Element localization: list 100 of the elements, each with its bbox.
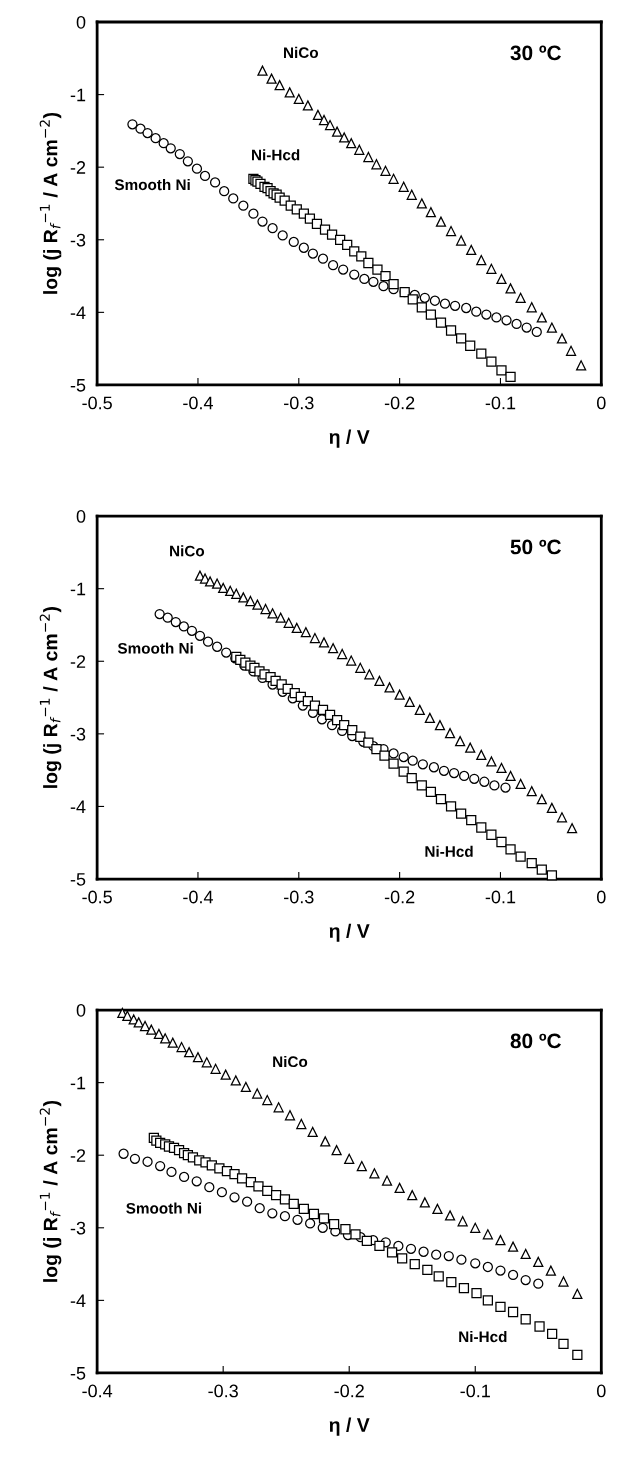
y-tick-label: -1 <box>70 1076 86 1090</box>
point <box>238 592 249 603</box>
y-tick-label: -2 <box>70 655 86 668</box>
point <box>465 742 476 753</box>
point <box>379 750 390 761</box>
point <box>160 1033 171 1044</box>
y-tick-label: 0 <box>76 510 86 523</box>
point <box>470 1258 481 1269</box>
point <box>307 248 319 259</box>
point <box>526 302 537 313</box>
y-tick-label: -4 <box>70 1294 86 1307</box>
point <box>495 1234 506 1246</box>
point <box>302 100 314 111</box>
point <box>398 181 409 192</box>
point <box>455 808 467 819</box>
x-tick-label: -0.1 <box>485 396 516 410</box>
point <box>178 1171 190 1183</box>
point <box>220 1069 231 1080</box>
point <box>248 208 259 219</box>
point <box>482 1295 494 1306</box>
point <box>254 1203 265 1214</box>
point <box>273 1102 284 1113</box>
y-tick-label: -5 <box>70 873 86 886</box>
point <box>305 1218 316 1229</box>
point <box>266 73 277 84</box>
text: 30 ºC <box>510 45 561 61</box>
series-label: NiCo <box>273 1055 308 1068</box>
x-tick-label: -0.4 <box>183 396 213 410</box>
point <box>476 822 487 833</box>
point <box>558 1338 569 1350</box>
point <box>495 1301 506 1313</box>
point <box>546 802 558 814</box>
y-tick-label: -4 <box>70 800 86 813</box>
y-tick-label: -5 <box>70 1367 86 1380</box>
point <box>407 294 418 305</box>
point <box>262 1185 273 1196</box>
series-label: Smooth Ni <box>114 178 190 191</box>
point <box>456 1254 467 1265</box>
point <box>204 1182 215 1193</box>
y-tick-label: 0 <box>76 1003 86 1017</box>
point <box>428 762 440 773</box>
point <box>288 1198 299 1209</box>
point <box>397 1253 408 1264</box>
point <box>186 625 198 636</box>
point <box>218 582 229 594</box>
point <box>277 230 288 241</box>
point <box>349 269 360 280</box>
x-tick-label: -0.1 <box>485 890 516 904</box>
point <box>158 138 169 149</box>
point <box>127 119 138 130</box>
point <box>178 621 189 632</box>
point <box>309 632 321 644</box>
point <box>476 749 487 761</box>
series-label: Ni-Hcd <box>252 149 300 161</box>
point <box>486 829 497 840</box>
point <box>230 1075 241 1086</box>
point <box>252 1088 263 1099</box>
point <box>432 1203 443 1215</box>
point <box>505 770 516 782</box>
point <box>558 1276 569 1287</box>
x-tick-label: 0 <box>596 396 606 410</box>
point <box>284 87 295 98</box>
point <box>438 765 450 777</box>
point <box>500 782 511 793</box>
point <box>308 1208 320 1220</box>
point <box>359 273 370 285</box>
point <box>394 689 405 700</box>
point <box>320 1136 331 1147</box>
point <box>575 360 587 371</box>
point <box>133 1017 144 1028</box>
point <box>419 292 430 303</box>
point <box>339 132 350 143</box>
point <box>572 1288 583 1299</box>
point <box>241 1196 253 1207</box>
x-tick-label: -0.2 <box>384 396 415 410</box>
point <box>331 1144 342 1156</box>
point <box>236 1173 248 1184</box>
point <box>386 1247 398 1258</box>
x-tick-label: -0.3 <box>208 1384 238 1398</box>
point <box>338 264 349 275</box>
point <box>439 298 451 309</box>
point <box>476 348 487 359</box>
point <box>505 283 516 294</box>
point <box>346 138 357 149</box>
point <box>219 185 230 197</box>
point <box>433 1271 444 1282</box>
text: 80 ºC <box>510 1033 561 1049</box>
point <box>240 1081 251 1093</box>
point <box>547 1328 558 1339</box>
point <box>167 1037 178 1048</box>
point <box>317 1222 328 1233</box>
point <box>191 1176 202 1187</box>
point <box>356 1160 367 1172</box>
x-tick-label: -0.2 <box>384 890 415 904</box>
point <box>505 371 516 383</box>
point <box>459 770 470 782</box>
point <box>270 1189 282 1201</box>
point <box>425 786 437 798</box>
x-tick-label: -0.3 <box>284 890 314 904</box>
point <box>355 662 366 673</box>
